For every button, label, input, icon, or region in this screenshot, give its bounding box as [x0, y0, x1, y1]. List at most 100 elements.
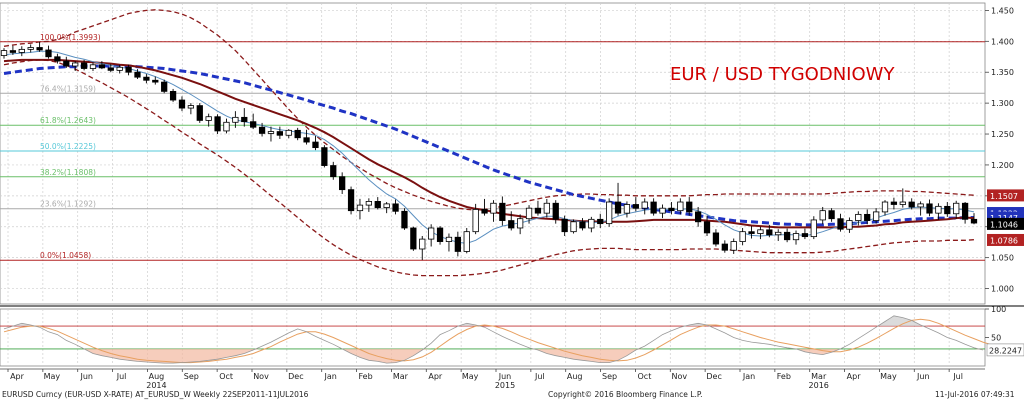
candle — [623, 201, 631, 218]
candle — [339, 172, 346, 194]
candle-body-up — [525, 207, 533, 220]
candle-body-up — [72, 62, 79, 67]
candle — [365, 198, 372, 212]
footer-left: EURUSD Curncy (EUR-USD X-RATE) AT_EURUSD… — [2, 390, 309, 399]
candle — [161, 79, 168, 94]
candle — [80, 59, 88, 71]
candle — [267, 126, 275, 142]
candle — [935, 203, 942, 220]
y-tick-label: 1.050 — [991, 254, 1014, 263]
candle-body-up — [855, 213, 862, 221]
candle — [214, 114, 221, 135]
candle-body-down — [312, 141, 319, 149]
y-tick-label: 1.350 — [991, 68, 1014, 77]
x-month-label: Jan — [742, 372, 755, 381]
candle-body-up — [641, 201, 648, 209]
candle-body-up — [606, 201, 613, 225]
candle-body-down — [748, 231, 755, 234]
candle-body-down — [508, 220, 515, 229]
osc-overbought-shade — [4, 315, 983, 327]
candle-body-down — [579, 221, 586, 229]
candle-body-up — [116, 66, 123, 71]
candle-body-down — [410, 227, 417, 250]
candle — [356, 198, 364, 220]
candle — [908, 198, 915, 210]
bollinger-lower-line — [3, 59, 975, 277]
candle-body-up — [490, 202, 497, 214]
candlesticks — [0, 41, 978, 261]
candle — [330, 161, 337, 180]
candle-body-up — [935, 205, 942, 214]
candle — [303, 129, 310, 145]
y-tick-label: 1.450 — [991, 6, 1014, 15]
x-month-label: Jul — [952, 372, 963, 381]
candle-body-down — [330, 165, 337, 178]
candle-body-up — [383, 203, 390, 208]
candle-body-down — [294, 129, 301, 139]
candle-body-down — [143, 76, 150, 81]
x-month-label: Jul — [116, 372, 127, 381]
candle — [748, 226, 755, 239]
candle — [169, 88, 177, 102]
candle — [27, 44, 34, 53]
candle — [614, 182, 622, 216]
candle — [9, 45, 17, 55]
candle — [374, 197, 381, 210]
candle — [837, 213, 844, 232]
x-month-label: Nov — [253, 372, 269, 381]
candle — [312, 135, 319, 151]
candle — [597, 213, 604, 228]
osc-d-line — [3, 318, 992, 364]
candle-body-down — [864, 213, 871, 221]
candle-body-down — [152, 79, 159, 83]
candle — [187, 103, 195, 115]
candle-body-up — [472, 209, 479, 233]
x-month-label: Mar — [393, 372, 409, 381]
candle — [828, 208, 835, 222]
candle — [0, 48, 8, 59]
footer-right: 11-Jul-2016 07:49:31 — [935, 390, 1015, 399]
candle-body-down — [837, 218, 844, 230]
candle-body-down — [339, 176, 346, 191]
candle — [668, 202, 675, 215]
candle-body-down — [196, 105, 203, 121]
candle — [490, 200, 497, 222]
footer-center: Copyright© 2016 Bloomberg Finance L.P. — [548, 390, 703, 399]
price-tag-box — [987, 233, 1024, 246]
candle — [712, 229, 720, 247]
x-month-label: Nov — [671, 372, 687, 381]
candle — [606, 198, 613, 227]
candle-body-up — [232, 116, 239, 123]
candle-body-up — [223, 121, 230, 132]
x-month-label: Jan — [324, 372, 337, 381]
candle-body-down — [712, 232, 720, 245]
candle — [694, 206, 702, 227]
candle — [419, 236, 426, 261]
candle-body-down — [828, 210, 835, 220]
candle-body-down — [686, 201, 693, 213]
price-tag-label: 1.1507 — [990, 192, 1018, 201]
x-month-label: Oct — [219, 372, 233, 381]
candle-body-up — [419, 238, 426, 250]
x-month-label: Aug — [149, 372, 165, 381]
candle — [766, 224, 773, 238]
y-tick-label: 1.300 — [991, 99, 1014, 108]
candle — [232, 111, 239, 128]
candle-body-down — [276, 131, 284, 136]
x-month-label: Feb — [777, 372, 791, 381]
x-month-label: Jun — [79, 372, 93, 381]
candle — [890, 197, 898, 210]
osc-current-label: 28.2247 — [989, 346, 1022, 355]
candle-body-down — [632, 204, 639, 209]
candle-body-down — [45, 49, 52, 58]
candle-body-up — [775, 231, 782, 236]
fib-label: 0.0%(1.0458) — [40, 251, 91, 260]
candle-body-down — [63, 60, 70, 67]
candle-body-up — [205, 116, 212, 121]
x-month-label: Oct — [638, 372, 652, 381]
candle — [89, 62, 97, 71]
candle-body-down — [561, 218, 568, 233]
candle-body-down — [694, 211, 702, 223]
candle-body-up — [187, 105, 195, 109]
candle-body-up — [445, 236, 453, 242]
